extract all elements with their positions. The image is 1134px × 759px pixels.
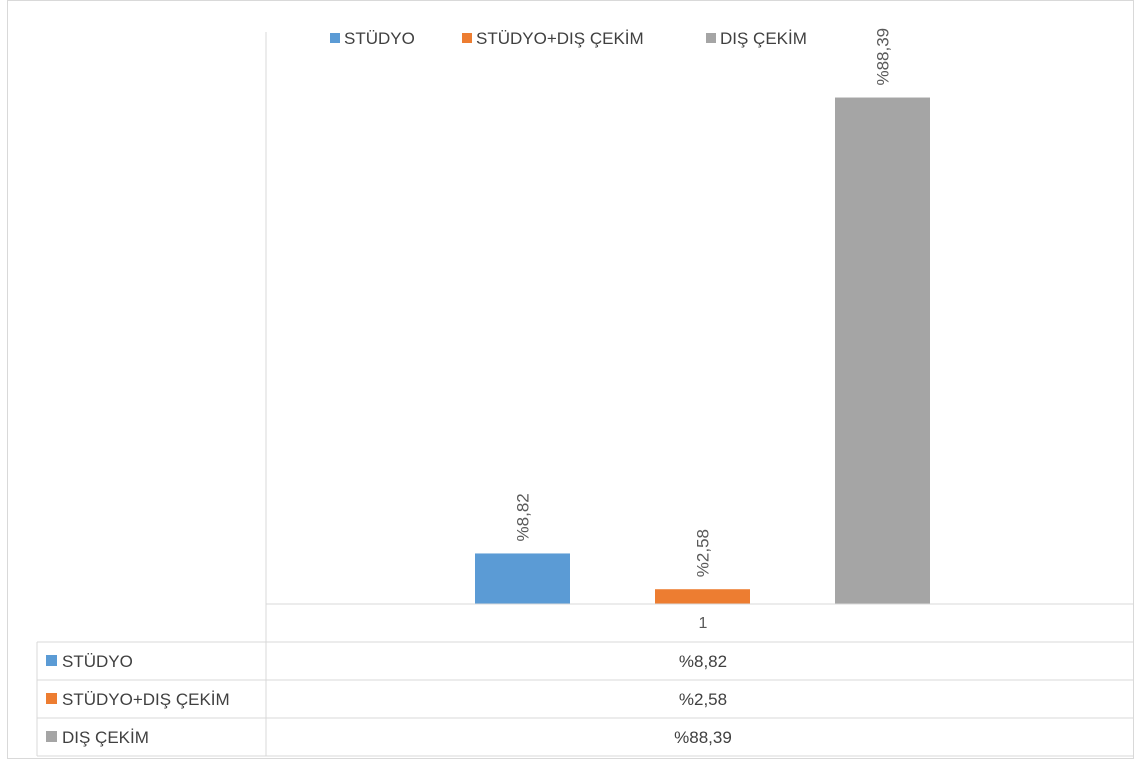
legend-label-2: STÜDYO+DIŞ ÇEKİM <box>476 29 644 48</box>
table-series-name-3: DIŞ ÇEKİM <box>62 728 149 747</box>
bar-2 <box>655 589 750 604</box>
data-label-1: %8,82 <box>514 493 533 541</box>
legend: STÜDYO STÜDYO+DIŞ ÇEKİM DIŞ ÇEKİM <box>330 29 807 48</box>
legend-swatch-3 <box>706 33 716 43</box>
data-table: STÜDYO %8,82 STÜDYO+DIŞ ÇEKİM %2,58 DIŞ ÇEKİ… <box>36 604 1134 757</box>
legend-label-3: DIŞ ÇEKİM <box>720 29 807 48</box>
bar-3 <box>835 97 930 604</box>
table-series-name-1: STÜDYO <box>62 652 133 671</box>
axes: 1 <box>265 32 1134 632</box>
data-label-2: %2,58 <box>694 529 713 577</box>
legend-label-1: STÜDYO <box>344 29 415 48</box>
table-value-2: %2,58 <box>679 690 727 709</box>
table-value-3: %88,39 <box>674 728 732 747</box>
table-key-3 <box>46 731 57 742</box>
table-key-1 <box>46 655 57 666</box>
bar-1 <box>475 553 570 604</box>
table-value-1: %8,82 <box>679 652 727 671</box>
table-series-name-2: STÜDYO+DIŞ ÇEKİM <box>62 690 230 709</box>
data-label-3: %88,39 <box>874 28 893 86</box>
table-key-2 <box>46 693 57 704</box>
bars: %8,82 %2,58 %88,39 <box>475 28 930 604</box>
legend-swatch-2 <box>462 33 472 43</box>
legend-swatch-1 <box>330 33 340 43</box>
x-tick-label: 1 <box>699 615 708 632</box>
